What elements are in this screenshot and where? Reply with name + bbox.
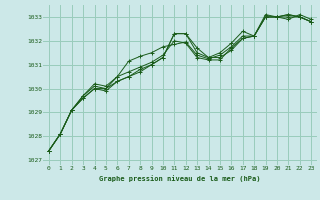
X-axis label: Graphe pression niveau de la mer (hPa): Graphe pression niveau de la mer (hPa) bbox=[99, 176, 261, 182]
